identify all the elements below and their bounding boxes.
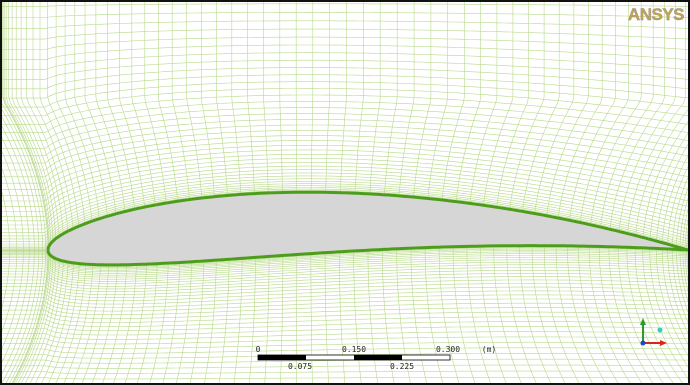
scale-unit: (m) bbox=[482, 345, 496, 354]
scale-bar-segment bbox=[258, 355, 306, 360]
scale-label: 0.150 bbox=[342, 345, 366, 354]
triad-marker bbox=[658, 328, 663, 333]
scale-label: 0.300 bbox=[436, 345, 460, 354]
ansys-logo: ANSYS bbox=[628, 5, 684, 24]
scale-label: 0.225 bbox=[390, 362, 414, 371]
scale-label: 0 bbox=[256, 345, 261, 354]
triad-z bbox=[641, 341, 646, 346]
viewport: ANSYS 0 0.150 0.300 (m) 0.075 0.225 bbox=[0, 0, 690, 385]
scale-label: 0.075 bbox=[288, 362, 312, 371]
scale-bar-segment bbox=[354, 355, 402, 360]
